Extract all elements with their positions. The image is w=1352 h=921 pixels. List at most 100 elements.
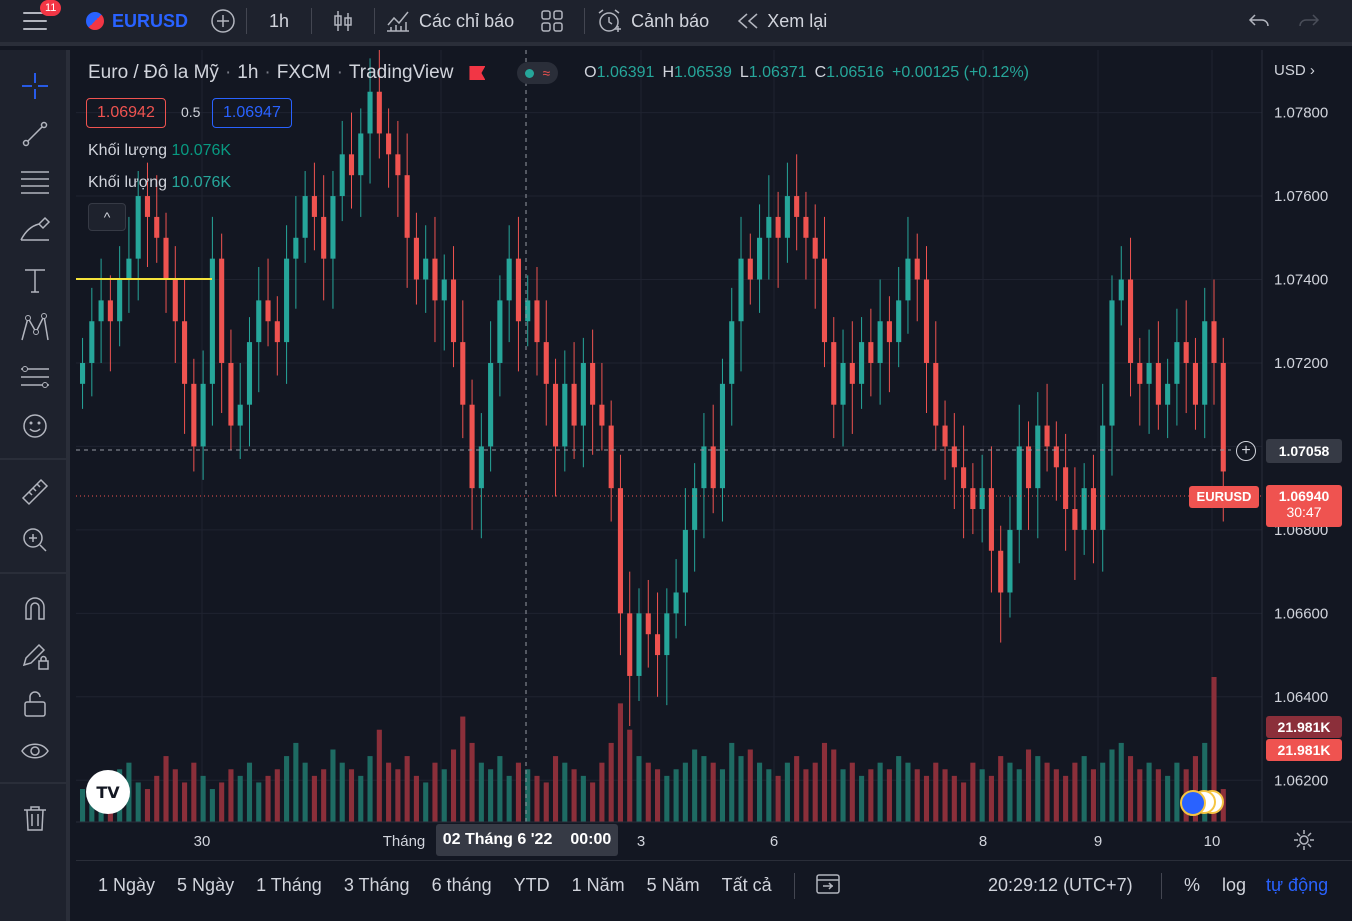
time-tick-label: Tháng <box>383 833 426 850</box>
candle-body <box>951 446 957 468</box>
trend-line-icon <box>22 121 48 147</box>
range-button[interactable]: 1 Ngày <box>98 875 156 895</box>
currency-selector[interactable]: USD › <box>1274 62 1315 79</box>
lock-drawings-tool[interactable] <box>0 636 70 676</box>
hide-tool[interactable] <box>0 732 70 772</box>
redo-button[interactable] <box>1298 0 1320 44</box>
price-chart[interactable]: 1.078001.076001.074001.072001.070001.068… <box>76 50 1352 856</box>
candle-body <box>525 300 531 322</box>
compare-symbol-button[interactable] <box>210 0 236 44</box>
candle-body <box>1165 383 1171 405</box>
magnet-tool[interactable] <box>0 588 70 628</box>
log-toggle[interactable]: log <box>1222 875 1247 895</box>
percent-toggle[interactable]: % <box>1184 875 1201 895</box>
text-icon <box>25 269 45 293</box>
volume-bar <box>321 769 327 822</box>
price-change: +0.00125 (+0.12%) <box>892 64 1029 81</box>
layouts-button[interactable] <box>540 0 564 44</box>
separator <box>311 8 313 34</box>
chart-settings-button[interactable] <box>1292 828 1316 857</box>
remove-tool[interactable] <box>0 798 70 838</box>
sell-button[interactable]: 1.06942 <box>86 98 166 128</box>
clock-timezone[interactable]: 20:29:12 (UTC+7) <box>988 875 1133 895</box>
undo-button[interactable] <box>1248 0 1270 44</box>
candle-body <box>1035 425 1041 489</box>
range-button[interactable]: 1 Tháng <box>256 875 322 895</box>
candle-body <box>339 154 345 197</box>
candle-body <box>942 425 948 447</box>
auto-scale-toggle[interactable]: tự động <box>1266 875 1329 895</box>
candle-body <box>256 300 262 343</box>
events-markers[interactable] <box>1180 790 1226 816</box>
eu-flag-icon <box>1180 790 1206 816</box>
collapse-legend-button[interactable]: ^ <box>88 203 126 231</box>
goto-date-button[interactable] <box>815 871 841 900</box>
crosshair-tool[interactable] <box>0 66 70 106</box>
indicators-button[interactable]: Các chỉ báo <box>385 0 514 44</box>
volume-bar <box>970 762 976 822</box>
range-button[interactable]: 5 Ngày <box>177 875 235 895</box>
volume-bar <box>998 756 1004 822</box>
candle-body <box>395 154 401 176</box>
volume-bar <box>413 775 419 822</box>
alarm-clock-icon <box>598 9 622 32</box>
volume-bar <box>441 769 447 822</box>
range-button[interactable]: 1 Năm <box>571 875 625 895</box>
volume-bar <box>404 756 410 822</box>
volume-bar <box>330 749 336 822</box>
fib-tool[interactable] <box>0 162 70 202</box>
volume-bar <box>497 756 503 822</box>
candle-body <box>293 237 299 259</box>
undo-icon <box>1248 14 1269 27</box>
crosshair-add-button[interactable]: + <box>1236 441 1256 461</box>
pencil-lock-icon <box>22 643 49 670</box>
range-button[interactable]: YTD <box>513 875 550 895</box>
candle-body <box>1025 446 1032 489</box>
measure-tool[interactable] <box>0 472 70 512</box>
range-button[interactable]: 5 Năm <box>646 875 700 895</box>
status-toggle[interactable]: ≈ <box>517 62 559 84</box>
tradingview-logo[interactable]: TV <box>86 770 130 814</box>
candle-body <box>163 237 169 280</box>
range-button[interactable]: 3 Tháng <box>343 875 410 895</box>
interval-button[interactable]: 1h <box>269 10 290 31</box>
range-button[interactable]: 6 tháng <box>431 875 492 895</box>
volume-bar <box>265 775 271 822</box>
range-button[interactable]: Tất cả <box>721 875 772 895</box>
ohlc-values: O1.06391 H1.06539 L1.06371 C1.06516 +0.0… <box>584 64 1029 81</box>
magnet-icon <box>25 597 45 620</box>
lock-tool[interactable] <box>0 684 70 724</box>
candle-body <box>1211 321 1217 363</box>
legend-title[interactable]: Euro / Đô la Mỹ <box>88 62 219 83</box>
candle-body <box>274 321 280 343</box>
time-axis[interactable]: 30 Tháng 3 6 8 9 10 <box>194 833 1221 850</box>
trend-line-tool[interactable] <box>0 114 70 154</box>
candle-body <box>488 362 494 447</box>
price-tick-label: 1.07400 <box>1274 272 1328 289</box>
icons-tool[interactable] <box>0 406 70 446</box>
candle-body <box>673 592 679 614</box>
candle-body <box>1100 425 1106 530</box>
symbol-search-button[interactable]: EURUSD <box>84 0 188 44</box>
replay-button[interactable]: Xem lại <box>737 0 827 44</box>
legend-interval[interactable]: 1h <box>237 62 259 83</box>
candle-body <box>1081 488 1087 530</box>
time-tick-label: 9 <box>1094 833 1102 850</box>
candle-body <box>478 446 484 489</box>
candle-body <box>237 404 243 426</box>
brush-tool[interactable] <box>0 210 70 250</box>
candle-body <box>562 383 568 447</box>
volume-bar <box>469 742 475 822</box>
zoom-tool[interactable] <box>0 520 70 560</box>
menu-button[interactable]: 11 <box>0 0 70 44</box>
buy-button[interactable]: 1.06947 <box>212 98 292 128</box>
volume-bar <box>692 749 698 822</box>
volume-legend-2[interactable]: Khối lượng 10.076K <box>88 174 232 191</box>
forecast-tool[interactable] <box>0 356 70 396</box>
pattern-tool[interactable] <box>0 308 70 348</box>
text-tool[interactable] <box>0 260 70 300</box>
chart-type-button[interactable] <box>332 0 354 44</box>
crosshair-price-tag: 1.07058 <box>1266 439 1342 463</box>
volume-legend-1[interactable]: Khối lượng 10.076K <box>88 142 232 159</box>
alerts-button[interactable]: Cảnh báo <box>595 0 709 44</box>
